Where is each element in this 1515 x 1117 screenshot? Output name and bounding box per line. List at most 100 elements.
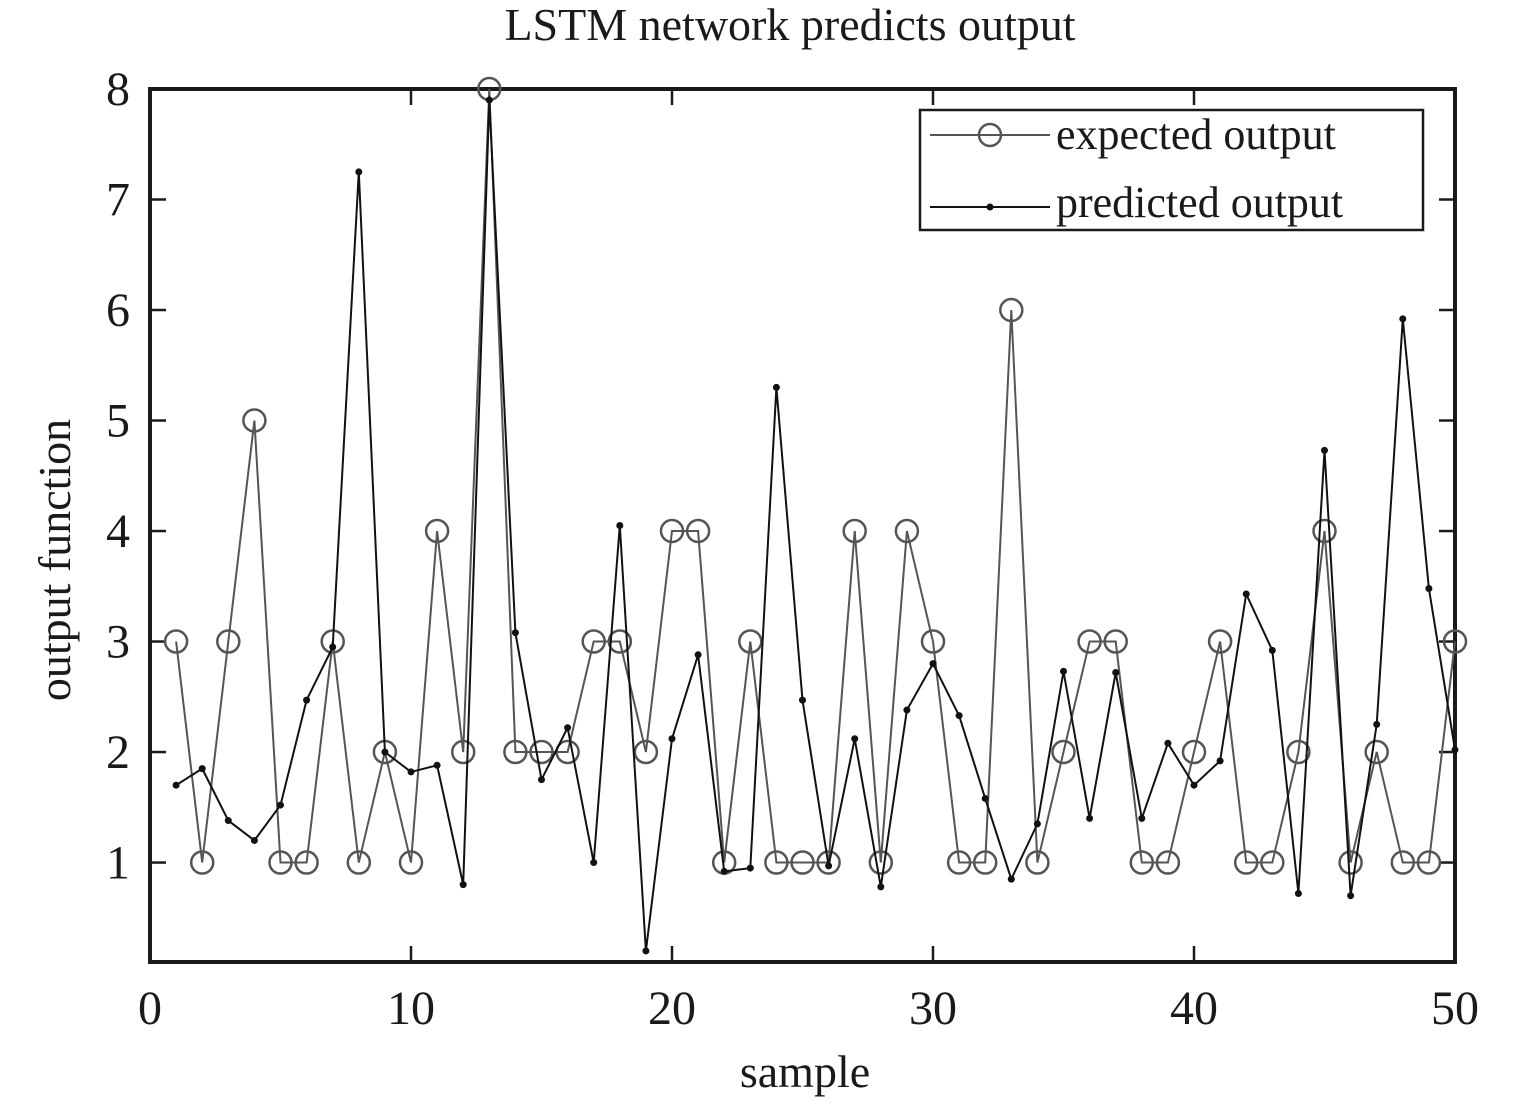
- data-point-expected-output-19: [633, 739, 659, 765]
- data-point-predicted-output-47: [1373, 720, 1381, 728]
- data-point-predicted-output-36: [1086, 814, 1094, 822]
- plot-frame: [148, 87, 1457, 964]
- data-point-predicted-output-40: [1190, 781, 1198, 789]
- x-tick-label-20: 20: [648, 982, 696, 1035]
- data-point-expected-output-42: [1233, 850, 1259, 875]
- legend-label-predicted: predicted output: [1056, 178, 1343, 227]
- data-point-predicted-output-14: [511, 629, 519, 637]
- data-point-predicted-output-18: [616, 522, 624, 529]
- data-point-expected-output-48: [1390, 850, 1416, 875]
- data-point-expected-output-38: [1129, 850, 1155, 875]
- data-point-expected-output-12: [450, 739, 476, 765]
- data-point-predicted-output-16: [564, 724, 572, 732]
- data-point-predicted-output-5: [277, 801, 284, 809]
- data-point-predicted-output-34: [1033, 820, 1041, 828]
- data-point-expected-output-26: [816, 850, 841, 875]
- data-point-predicted-output-6: [303, 696, 311, 704]
- data-point-predicted-output-27: [851, 735, 859, 743]
- plot-area: 0 10 20 30 40 50 1 2 3 4 5 6 7 8: [106, 63, 1479, 1035]
- legend: expected output predicted output: [918, 108, 1425, 232]
- x-tick-label-40: 40: [1170, 982, 1218, 1035]
- data-point-expected-output-50: [1442, 629, 1468, 654]
- data-point-predicted-output-30: [929, 660, 937, 668]
- data-point-predicted-output-8: [355, 168, 363, 176]
- y-tick-label-5: 5: [106, 395, 130, 448]
- data-point-predicted-output-4: [250, 836, 258, 844]
- y-tick-label-4: 4: [106, 505, 130, 558]
- data-point-predicted-output-28: [877, 883, 885, 891]
- data-point-predicted-output-43: [1268, 646, 1276, 654]
- data-point-predicted-output-10: [407, 768, 415, 776]
- data-point-predicted-output-50: [1451, 746, 1459, 754]
- legend-box: [918, 108, 1425, 232]
- data-point-expected-output-11: [424, 518, 450, 544]
- data-point-expected-output-29: [894, 518, 920, 544]
- y-tick-label-1: 1: [106, 837, 130, 890]
- data-point-predicted-output-19: [642, 947, 650, 955]
- data-point-predicted-output-42: [1242, 590, 1250, 598]
- data-point-expected-output-35: [1051, 739, 1076, 765]
- data-point-expected-output-2: [189, 850, 215, 875]
- x-tick-label-0: 0: [138, 982, 162, 1035]
- data-point-predicted-output-38: [1138, 814, 1146, 822]
- data-point-expected-output-18: [607, 629, 633, 654]
- data-point-predicted-output-22: [720, 867, 728, 875]
- data-point-expected-output-20: [659, 518, 685, 544]
- y-tick-label-6: 6: [106, 284, 130, 337]
- data-point-predicted-output-26: [825, 862, 833, 870]
- data-point-predicted-output-32: [981, 794, 989, 802]
- series-line-expected-output: [175, 88, 1456, 864]
- data-point-expected-output-44: [1286, 739, 1311, 765]
- data-point-predicted-output-33: [1007, 875, 1015, 883]
- data-point-predicted-output-25: [799, 696, 806, 704]
- data-point-predicted-output-31: [955, 712, 963, 720]
- data-point-expected-output-8: [346, 850, 372, 875]
- data-point-predicted-output-45: [1321, 446, 1328, 454]
- data-point-predicted-output-3: [224, 817, 232, 825]
- y-tick-label-8: 8: [106, 63, 130, 116]
- data-point-expected-output-16: [555, 739, 580, 765]
- data-point-expected-output-10: [398, 850, 424, 875]
- data-point-expected-output-17: [581, 629, 606, 654]
- data-point-expected-output-49: [1416, 850, 1442, 875]
- data-point-predicted-output-41: [1216, 757, 1224, 765]
- data-point-expected-output-32: [972, 850, 998, 875]
- data-point-expected-output-33: [999, 297, 1024, 323]
- data-point-expected-output-1: [163, 629, 189, 654]
- x-axis-label: sample: [740, 1046, 870, 1097]
- legend-marker-predicted: [986, 203, 994, 211]
- data-point-predicted-output-9: [381, 748, 389, 756]
- data-point-expected-output-36: [1077, 629, 1102, 654]
- x-tick-label-10: 10: [387, 982, 435, 1035]
- data-point-expected-output-5: [268, 850, 293, 875]
- legend-label-expected: expected output: [1056, 110, 1336, 159]
- data-point-expected-output-15: [529, 739, 554, 765]
- data-point-expected-output-23: [738, 629, 763, 654]
- data-point-expected-output-6: [294, 850, 319, 875]
- data-point-predicted-output-21: [694, 651, 702, 659]
- data-point-expected-output-31: [946, 850, 972, 875]
- data-point-expected-output-46: [1338, 850, 1363, 875]
- data-point-predicted-output-2: [198, 765, 206, 773]
- data-point-predicted-output-44: [1294, 889, 1302, 897]
- data-point-predicted-output-48: [1399, 315, 1407, 323]
- data-point-predicted-output-12: [459, 881, 467, 889]
- y-tick-label-3: 3: [106, 616, 130, 669]
- data-point-predicted-output-29: [903, 706, 911, 714]
- legend-marker-expected: [977, 122, 1003, 148]
- data-point-predicted-output-7: [329, 643, 337, 651]
- data-point-expected-output-24: [764, 850, 789, 875]
- data-point-expected-output-43: [1260, 850, 1285, 875]
- data-point-expected-output-14: [503, 739, 528, 765]
- data-point-expected-output-37: [1103, 629, 1128, 654]
- data-point-expected-output-28: [868, 850, 894, 875]
- data-point-predicted-output-11: [433, 761, 441, 769]
- data-point-expected-output-47: [1364, 739, 1389, 765]
- y-tick-label-7: 7: [106, 174, 130, 227]
- data-point-predicted-output-24: [772, 383, 780, 391]
- data-point-expected-output-4: [242, 408, 267, 433]
- data-point-expected-output-34: [1025, 850, 1050, 875]
- data-point-predicted-output-1: [172, 781, 180, 789]
- y-axis-label: output function: [29, 419, 80, 701]
